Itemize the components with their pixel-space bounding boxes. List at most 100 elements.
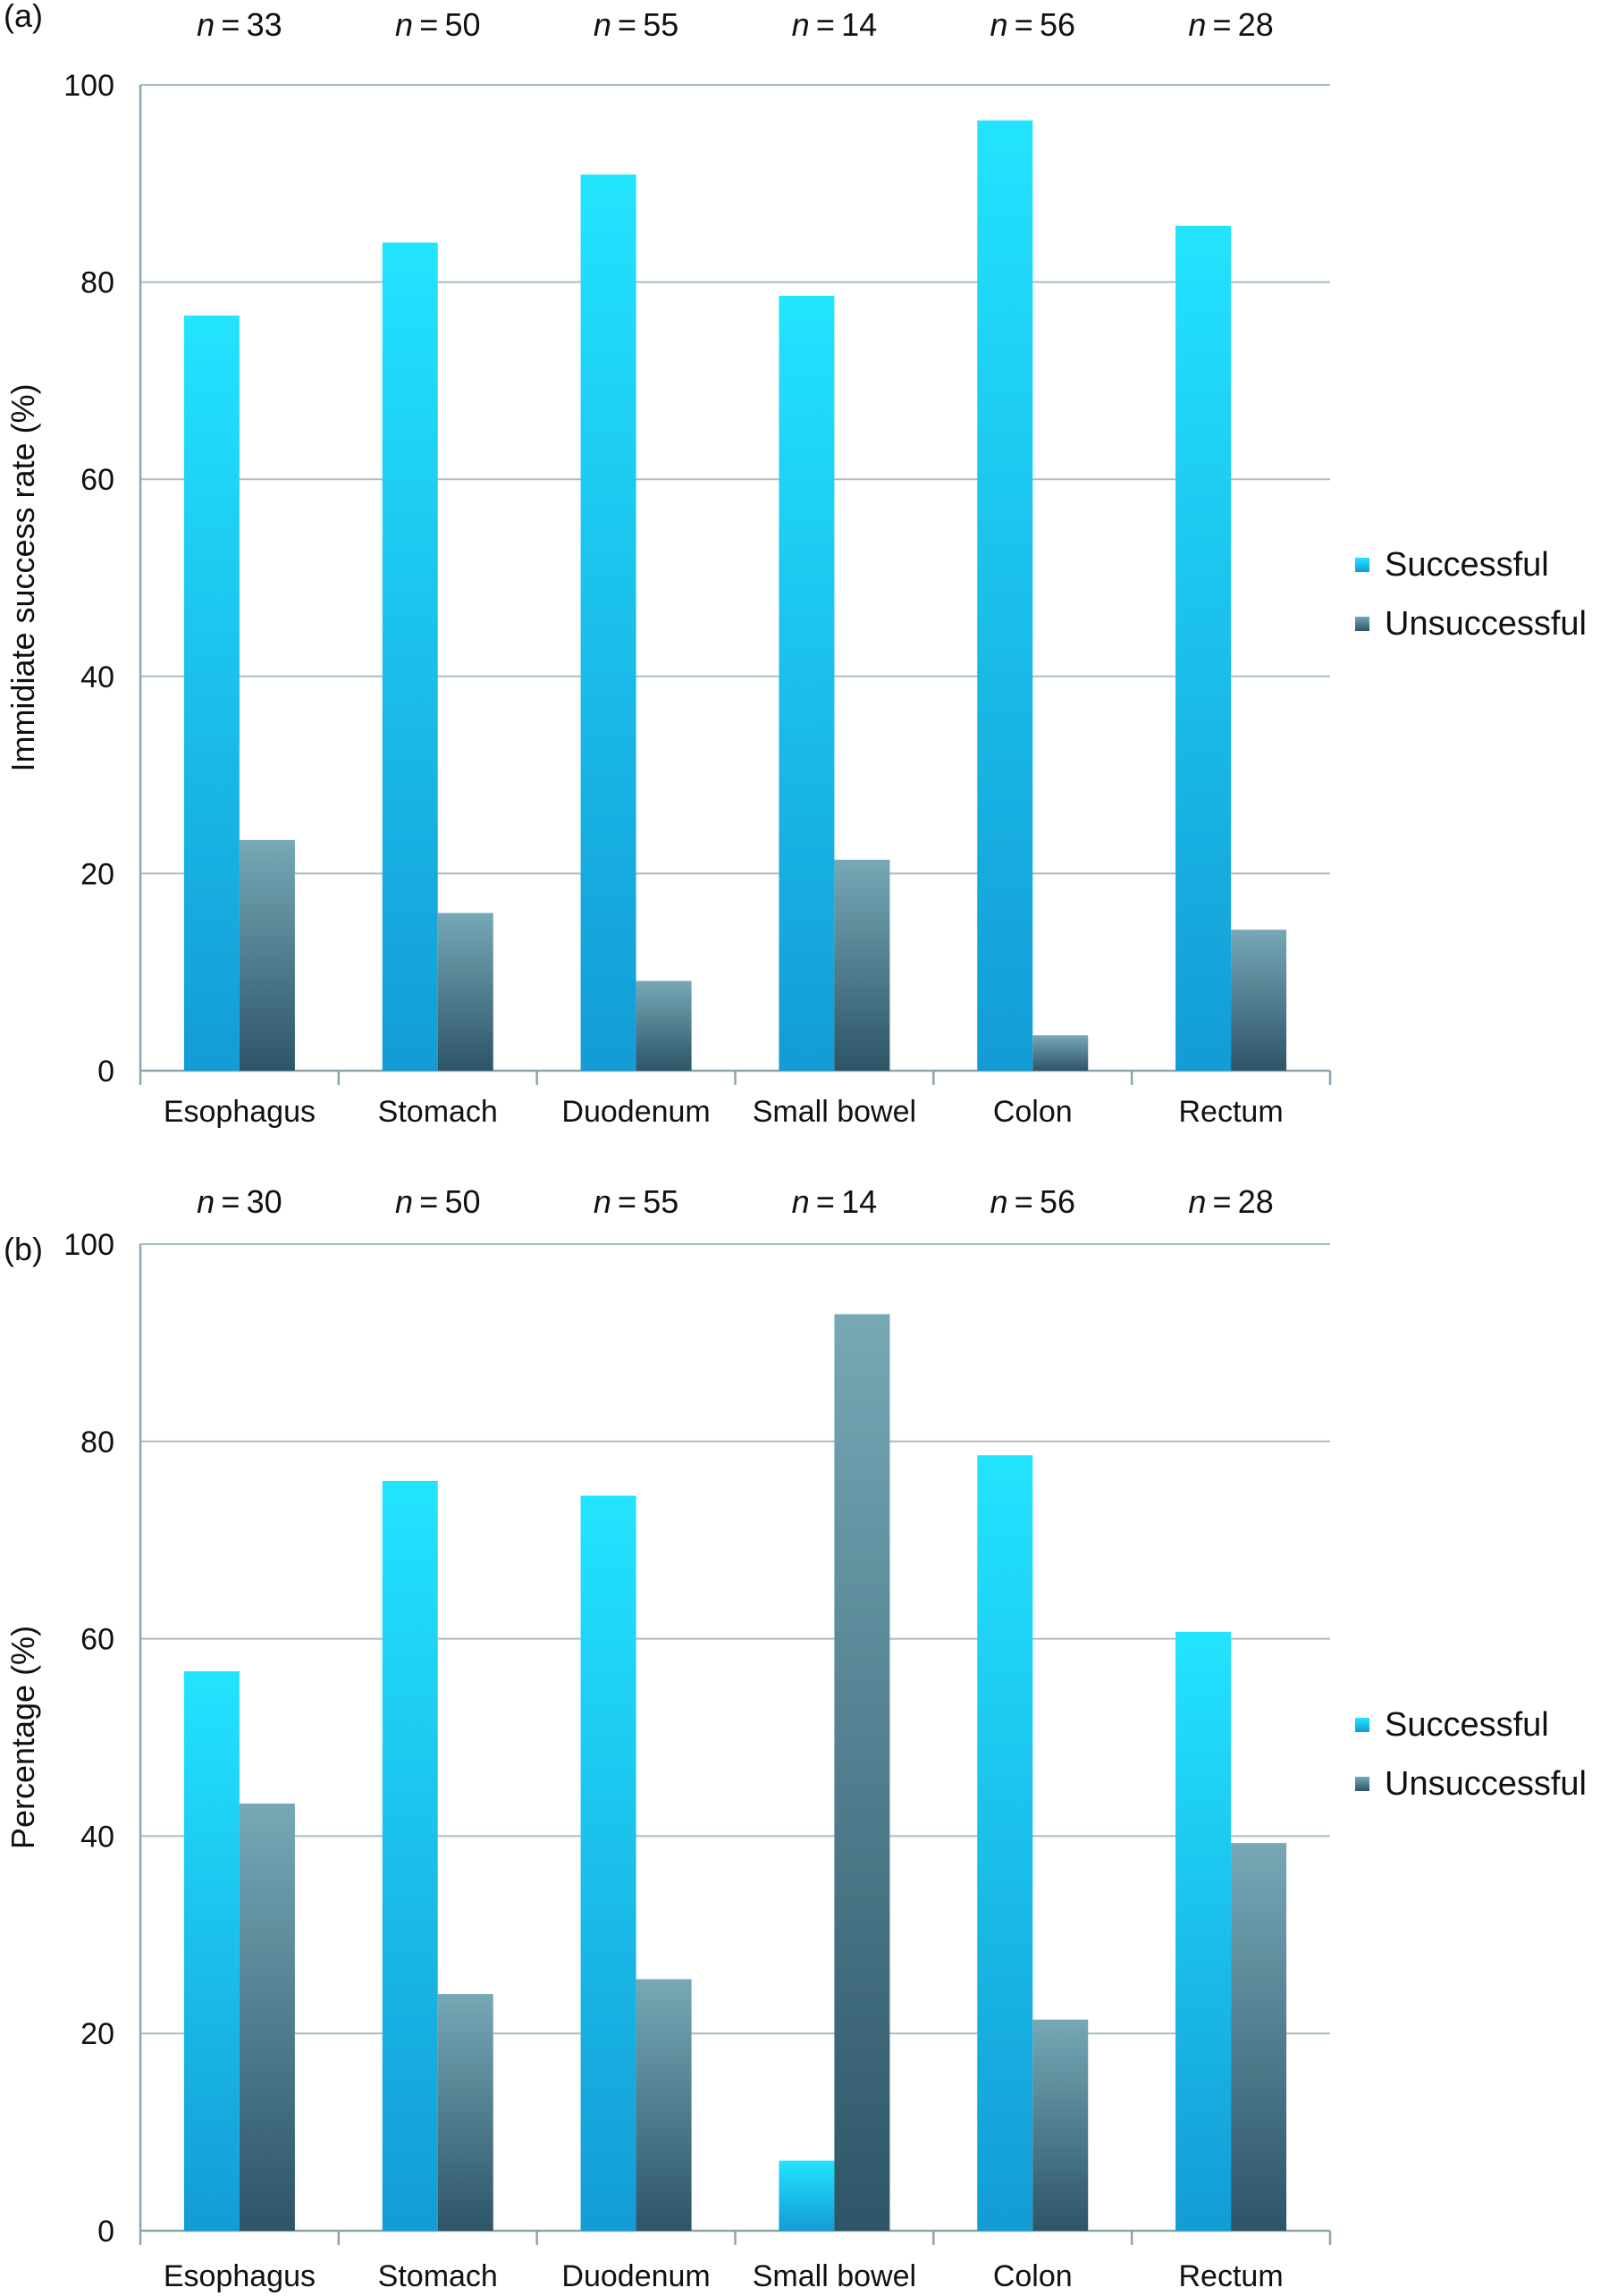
- bar-unsuccessful-small-bowel: [834, 1314, 890, 2231]
- n-symbol: n: [594, 1183, 611, 1220]
- legend-label: Unsuccessful: [1385, 605, 1587, 643]
- n-equals: =: [611, 6, 643, 43]
- x-category-label: Stomach: [378, 2259, 498, 2293]
- n-value: 14: [841, 1183, 877, 1220]
- n-equals: =: [413, 1183, 444, 1220]
- bar-unsuccessful-rectum: [1231, 929, 1287, 1071]
- bar-unsuccessful-esophagus: [239, 1803, 295, 2231]
- x-category-label: Small bowel: [753, 2259, 916, 2293]
- y-tick-label: 20: [80, 857, 114, 891]
- y-tick-label: 60: [80, 1623, 114, 1657]
- y-axis-label: Immidiate success rate (%): [4, 383, 41, 771]
- y-tick-label: 0: [97, 2215, 114, 2249]
- legend-label: Unsuccessful: [1385, 1765, 1587, 1803]
- n-annotation: n = 28: [1188, 6, 1274, 43]
- x-category-label: Rectum: [1179, 2259, 1284, 2293]
- y-tick-label: 60: [80, 463, 114, 497]
- x-category-label: Stomach: [378, 1095, 498, 1129]
- bar-unsuccessful-stomach: [437, 913, 493, 1071]
- n-equals: =: [1008, 6, 1040, 43]
- bar-successful-colon: [977, 1455, 1033, 2231]
- n-symbol: n: [792, 1183, 810, 1220]
- legend-swatch-successful: [1355, 1718, 1369, 1732]
- n-symbol: n: [594, 6, 611, 43]
- n-annotation: n = 50: [395, 1183, 481, 1220]
- n-equals: =: [215, 6, 246, 43]
- n-symbol: n: [990, 1183, 1007, 1220]
- n-value: 30: [247, 1183, 282, 1220]
- y-tick-label: 80: [80, 266, 114, 300]
- y-tick-label: 40: [80, 1820, 114, 1854]
- n-value: 28: [1238, 6, 1274, 43]
- bar-successful-esophagus: [183, 1671, 240, 2231]
- n-equals: =: [215, 1183, 246, 1220]
- n-value: 56: [1040, 6, 1075, 43]
- n-symbol: n: [792, 6, 810, 43]
- y-tick-label: 80: [80, 1426, 114, 1459]
- bar-unsuccessful-rectum: [1231, 1843, 1287, 2231]
- n-value: 14: [841, 6, 877, 43]
- x-category-label: Esophagus: [164, 1095, 316, 1129]
- bar-successful-small-bowel: [779, 2160, 835, 2231]
- y-tick-label: 100: [63, 1228, 114, 1262]
- n-annotation: n = 50: [395, 6, 481, 43]
- x-category-label: Colon: [993, 1095, 1073, 1129]
- n-symbol: n: [1188, 1183, 1206, 1220]
- n-value: 28: [1238, 1183, 1274, 1220]
- n-annotation: n = 30: [197, 1183, 282, 1220]
- legend: Successful Unsuccessful: [1355, 1706, 1587, 1803]
- y-tick-label: 0: [97, 1055, 114, 1089]
- x-category-label: Rectum: [1179, 1095, 1284, 1129]
- legend-swatch-unsuccessful: [1355, 1777, 1369, 1791]
- panel-a: 0 20 40 60 80 100 Esophagus n = 33 Stomach n = 50…: [4, 0, 1587, 1129]
- bar-successful-small-bowel: [779, 296, 835, 1071]
- n-equals: =: [810, 6, 841, 43]
- bar-unsuccessful-colon: [1032, 1035, 1089, 1071]
- legend-label: Successful: [1385, 546, 1549, 584]
- n-value: 50: [444, 1183, 480, 1220]
- bar-unsuccessful-stomach: [437, 1994, 493, 2231]
- x-category-label: Duodenum: [561, 1095, 710, 1129]
- bar-successful-colon: [977, 120, 1033, 1071]
- n-annotation: n = 55: [594, 6, 679, 43]
- x-category-label: Duodenum: [561, 2259, 710, 2293]
- legend-swatch-successful: [1355, 558, 1369, 572]
- panel-label: (b): [4, 1231, 43, 1267]
- bar-successful-esophagus: [183, 315, 240, 1071]
- n-annotation: n = 56: [990, 6, 1075, 43]
- y-axis-label: Percentage (%): [4, 1626, 41, 1849]
- n-symbol: n: [197, 1183, 215, 1220]
- bar-successful-rectum: [1175, 225, 1232, 1071]
- legend-swatch-unsuccessful: [1355, 617, 1369, 631]
- bar-successful-stomach: [382, 242, 438, 1072]
- n-equals: =: [1206, 6, 1237, 43]
- n-annotation: n = 56: [990, 1183, 1075, 1220]
- x-category-label: Esophagus: [164, 2259, 316, 2293]
- n-annotation: n = 28: [1188, 1183, 1274, 1220]
- n-equals: =: [611, 1183, 643, 1220]
- n-symbol: n: [395, 1183, 413, 1220]
- y-tick-label: 40: [80, 660, 114, 694]
- legend-label: Successful: [1385, 1706, 1549, 1744]
- n-annotation: n = 33: [197, 6, 282, 43]
- n-symbol: n: [990, 6, 1007, 43]
- y-tick-label: 20: [80, 2017, 114, 2051]
- bar-successful-rectum: [1175, 1631, 1232, 2231]
- n-equals: =: [1008, 1183, 1040, 1220]
- panel-b: 0 20 40 60 80 100 Esophagus n = 30 Stomach n = 50…: [4, 1183, 1587, 2293]
- bar-unsuccessful-small-bowel: [834, 859, 890, 1071]
- n-annotation: n = 55: [594, 1183, 679, 1220]
- n-symbol: n: [197, 6, 215, 43]
- n-annotation: n = 14: [792, 6, 878, 43]
- n-value: 50: [444, 6, 480, 43]
- bar-unsuccessful-esophagus: [239, 839, 295, 1071]
- n-value: 56: [1040, 1183, 1075, 1220]
- n-value: 33: [247, 6, 282, 43]
- bar-successful-stomach: [382, 1480, 438, 2231]
- n-equals: =: [810, 1183, 841, 1220]
- n-value: 55: [643, 1183, 678, 1220]
- bar-unsuccessful-duodenum: [636, 1979, 692, 2231]
- n-symbol: n: [395, 6, 413, 43]
- x-category-label: Colon: [993, 2259, 1073, 2293]
- legend: Successful Unsuccessful: [1355, 546, 1587, 643]
